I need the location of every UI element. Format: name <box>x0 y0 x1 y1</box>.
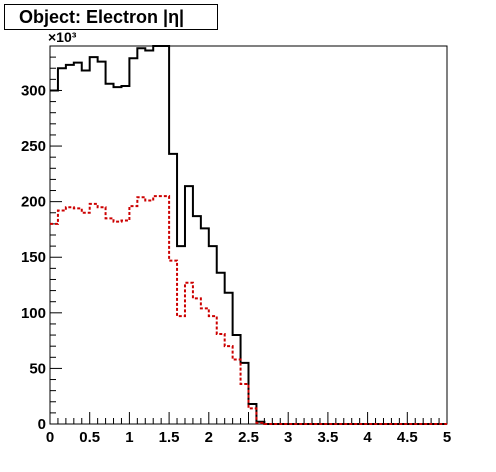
series-line-red <box>50 195 447 425</box>
x-tick-label: 0 <box>46 429 54 446</box>
series-group <box>50 45 447 425</box>
x-tick-label: 3 <box>284 429 292 446</box>
x-tick-label: 0.5 <box>79 429 100 446</box>
y-tick-label: 250 <box>21 138 46 155</box>
x-tick-label: 2.5 <box>238 429 259 446</box>
y-tick-label: 100 <box>21 305 46 322</box>
y-tick-label: 150 <box>21 249 46 266</box>
series-line-black <box>50 45 447 425</box>
y-tick-label: 300 <box>21 82 46 99</box>
chart-title: Object: Electron |η| <box>4 4 218 30</box>
x-tick-label: 2 <box>205 429 213 446</box>
y-axis: 0 50 100 150 200 250 300 <box>21 45 62 433</box>
y-tick-label: 200 <box>21 194 46 211</box>
y-tick-label: 0 <box>38 416 46 433</box>
x-axis: 0 0.5 1 1.5 2 2.5 3 3.5 4 4.5 5 <box>46 412 451 446</box>
x-tick-label: 3.5 <box>317 429 338 446</box>
y-scale-label: ×10³ <box>48 29 77 45</box>
x-tick-label: 1 <box>125 429 133 446</box>
x-tick-label: 5 <box>443 429 451 446</box>
y-tick-label: 50 <box>29 360 46 377</box>
x-tick-label: 4 <box>363 429 372 446</box>
x-tick-label: 1.5 <box>159 429 180 446</box>
x-tick-label: 4.5 <box>397 429 418 446</box>
